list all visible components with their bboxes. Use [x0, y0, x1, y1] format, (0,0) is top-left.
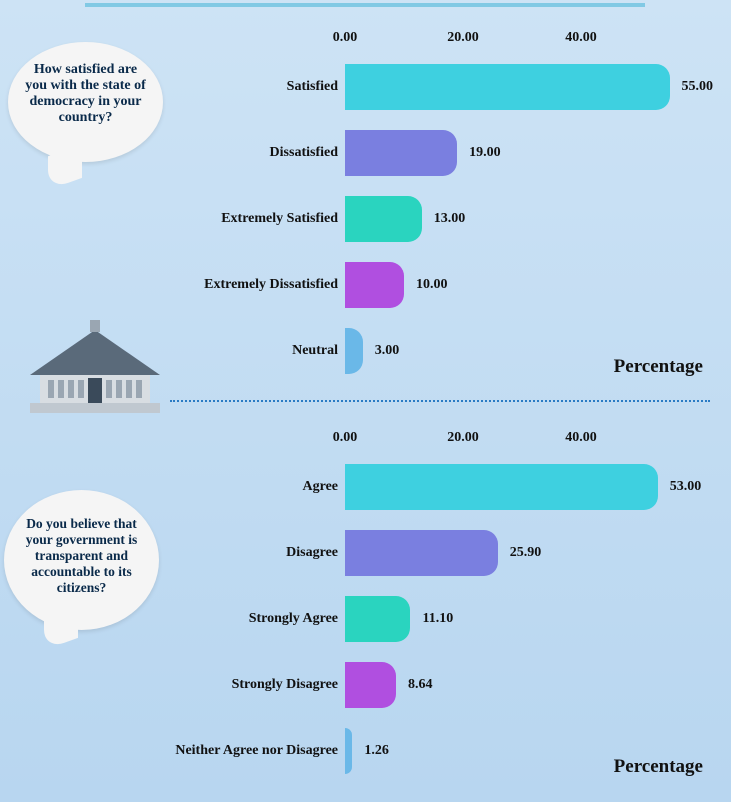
axis-tick: 20.00: [447, 430, 479, 446]
bar: [345, 728, 352, 774]
bar-row: Satisfied55.00: [180, 58, 720, 116]
axis-tick: 40.00: [565, 430, 597, 446]
bar: [345, 130, 457, 176]
bar-row: Agree53.00: [180, 458, 720, 516]
bar: [345, 64, 670, 110]
axis-tick: 20.00: [447, 30, 479, 46]
chart-satisfaction: 0.00 20.00 40.00 Satisfied55.00Dissatisf…: [0, 10, 731, 390]
plot-area-1: Satisfied55.00 Dissatisfied19.00 Extremely…: [180, 58, 720, 388]
bar-row: Extremely Satisfied13.00: [180, 190, 720, 248]
value-label: 19.00: [469, 145, 501, 161]
value-label: 53.00: [670, 479, 702, 495]
category-label: Extremely Satisfied: [168, 211, 338, 227]
bar-row: Disagree25.90: [180, 524, 720, 582]
chart-transparency: 0.00 20.00 40.00 Agree53.00Disagree25.90…: [0, 410, 731, 790]
percentage-label-2: Percentage: [614, 756, 703, 778]
axis-tick: 0.00: [333, 30, 358, 46]
bar-row: Extremely Dissatisfied10.00: [180, 256, 720, 314]
value-label: 11.10: [422, 611, 453, 627]
category-label: Strongly Disagree: [168, 677, 338, 693]
bar: [345, 464, 658, 510]
value-label: 8.64: [408, 677, 433, 693]
bar: [345, 262, 404, 308]
category-label: Neither Agree nor Disagree: [168, 743, 338, 759]
chart-divider: [170, 400, 710, 402]
bar: [345, 596, 410, 642]
category-label: Disagree: [168, 545, 338, 561]
bar: [345, 196, 422, 242]
value-label: 25.90: [510, 545, 542, 561]
value-label: 13.00: [434, 211, 466, 227]
bar: [345, 530, 498, 576]
plot-area-2: Agree53.00 Disagree25.90 Strongly Agree11.…: [180, 458, 720, 788]
axis-tick: 0.00: [333, 430, 358, 446]
bar-row: Strongly Disagree8.64: [180, 656, 720, 714]
category-label: Agree: [168, 479, 338, 495]
bar: [345, 662, 396, 708]
value-label: 1.26: [364, 743, 389, 759]
top-rule: [85, 3, 645, 7]
category-label: Satisfied: [168, 79, 338, 95]
percentage-label-1: Percentage: [614, 356, 703, 378]
bar: [345, 328, 363, 374]
category-label: Dissatisfied: [168, 145, 338, 161]
value-label: 55.00: [682, 79, 714, 95]
value-label: 3.00: [375, 343, 400, 359]
axis-tick: 40.00: [565, 30, 597, 46]
bar-row: Dissatisfied19.00: [180, 124, 720, 182]
value-label: 10.00: [416, 277, 448, 293]
category-label: Strongly Agree: [168, 611, 338, 627]
bar-row: Strongly Agree11.10: [180, 590, 720, 648]
category-label: Extremely Dissatisfied: [168, 277, 338, 293]
category-label: Neutral: [168, 343, 338, 359]
